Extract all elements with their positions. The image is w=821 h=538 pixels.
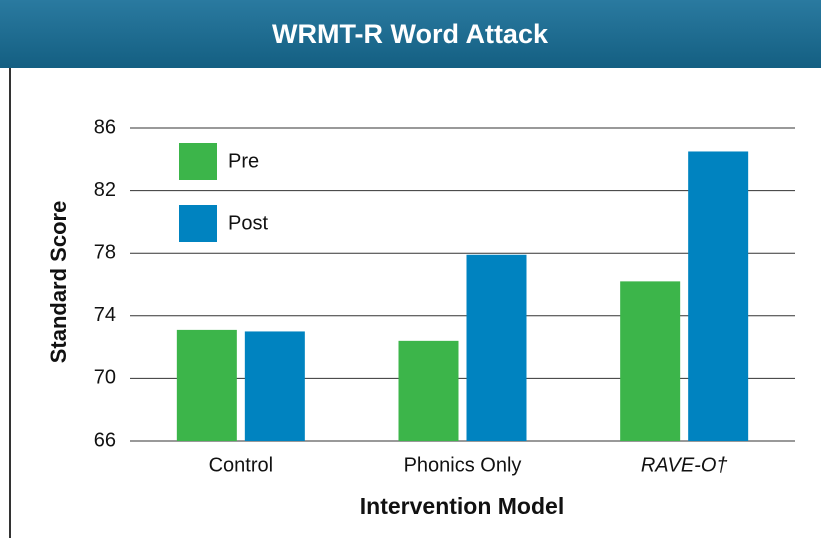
legend-swatch [179,205,217,242]
y-tick-label: 66 [94,429,116,451]
x-tick-label: RAVE-O† [641,454,728,476]
x-tick-label: Phonics Only [404,454,522,476]
y-tick-label: 86 [94,116,116,138]
y-tick-label: 78 [94,241,116,263]
bar [466,254,527,441]
y-axis-label: Standard Score [46,201,71,364]
chart-title: WRMT-R Word Attack [272,19,549,49]
x-axis-label: Intervention Model [360,493,564,519]
bar [688,151,749,441]
legend-label: Pre [228,150,259,172]
legend-label: Post [228,212,268,234]
legend-swatch [179,143,217,180]
y-tick-label: 82 [94,179,116,201]
y-tick-label: 70 [94,367,116,389]
bar [176,329,237,441]
x-tick-label: Control [209,454,273,476]
bar [398,340,459,441]
y-tick-label: 74 [94,304,116,326]
title-banner [0,0,821,68]
bar [244,331,305,441]
bar [620,281,681,441]
